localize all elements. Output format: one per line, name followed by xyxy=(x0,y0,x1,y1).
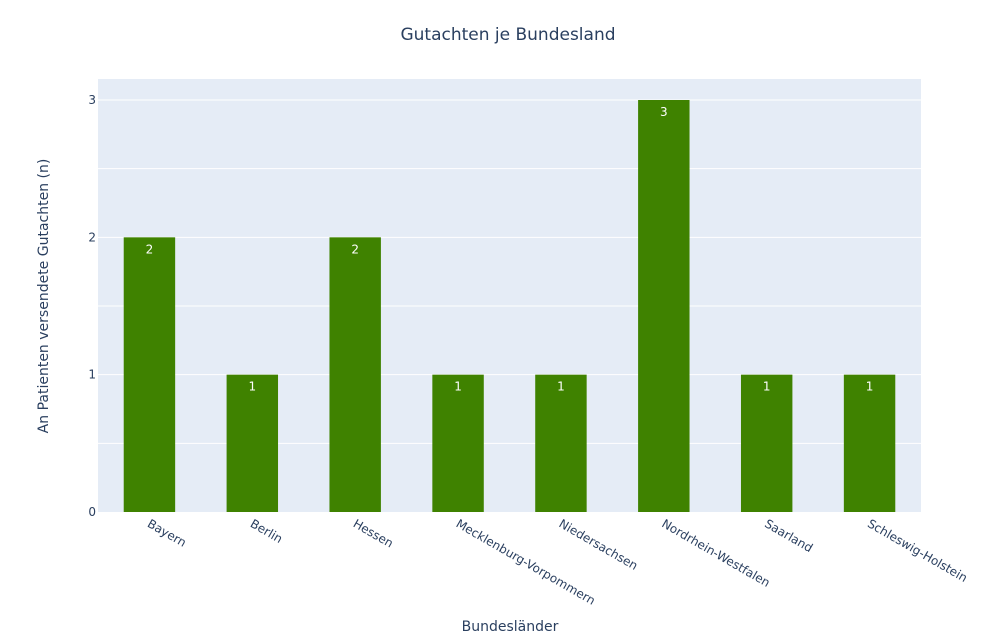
plot-background xyxy=(98,79,921,512)
y-tick-label: 3 xyxy=(88,93,96,107)
bar-data-label: 3 xyxy=(660,105,668,119)
bar[interactable] xyxy=(638,100,690,512)
bar[interactable] xyxy=(329,237,381,513)
bar[interactable] xyxy=(432,374,484,512)
y-axis-ticks: 0 1 2 3 xyxy=(88,93,96,519)
chart-title: Gutachten je Bundesland xyxy=(400,25,615,45)
x-tick-label: Bayern xyxy=(145,516,189,549)
bar-data-label: 2 xyxy=(351,242,359,256)
x-tick-label: Berlin xyxy=(248,516,285,546)
bar-data-label: 1 xyxy=(763,380,771,394)
bar[interactable] xyxy=(843,374,896,512)
x-axis-ticks: Bayern Berlin Hessen Mecklenburg-Vorpommern… xyxy=(145,516,970,607)
bars: 2 1 2 1 1 3 1 1 xyxy=(123,100,896,513)
y-axis-title: An Patienten versendete Gutachten (n) xyxy=(36,159,52,434)
bar[interactable] xyxy=(123,237,176,513)
x-tick-label: Niedersachsen xyxy=(556,516,640,572)
bar-data-label: 1 xyxy=(866,380,874,394)
bar-data-label: 1 xyxy=(248,380,256,394)
x-tick-label: Nordrhein-Westfalen xyxy=(659,516,772,589)
bar-data-label: 1 xyxy=(557,380,565,394)
x-tick-label: Schleswig-Holstein xyxy=(865,516,970,585)
x-tick-label: Saarland xyxy=(762,516,815,555)
bar-data-label: 1 xyxy=(454,380,462,394)
bar[interactable] xyxy=(740,374,793,512)
y-tick-label: 2 xyxy=(88,230,96,244)
x-tick-label: Hessen xyxy=(351,516,396,550)
bar[interactable] xyxy=(226,374,279,512)
bar-data-label: 2 xyxy=(146,242,154,256)
bar[interactable] xyxy=(535,374,587,512)
y-tick-label: 0 xyxy=(88,505,96,519)
x-axis-title: Bundesländer xyxy=(462,619,559,635)
y-tick-label: 1 xyxy=(88,368,96,382)
